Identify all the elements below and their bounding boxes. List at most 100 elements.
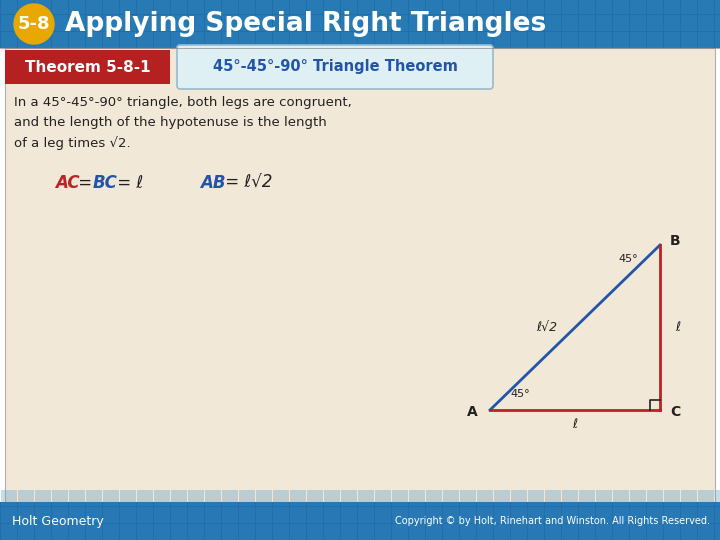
FancyBboxPatch shape [426, 31, 441, 48]
FancyBboxPatch shape [578, 0, 595, 14]
FancyBboxPatch shape [459, 0, 475, 14]
FancyBboxPatch shape [698, 31, 714, 48]
FancyBboxPatch shape [714, 0, 720, 14]
FancyBboxPatch shape [272, 523, 289, 539]
FancyBboxPatch shape [392, 507, 408, 523]
FancyBboxPatch shape [562, 0, 577, 14]
FancyBboxPatch shape [222, 523, 238, 539]
FancyBboxPatch shape [629, 489, 646, 505]
FancyBboxPatch shape [102, 0, 119, 14]
FancyBboxPatch shape [528, 507, 544, 523]
FancyBboxPatch shape [256, 489, 271, 505]
FancyBboxPatch shape [714, 507, 720, 523]
FancyBboxPatch shape [459, 489, 475, 505]
Text: Holt Geometry: Holt Geometry [12, 515, 104, 528]
FancyBboxPatch shape [341, 507, 356, 523]
FancyBboxPatch shape [629, 31, 646, 48]
FancyBboxPatch shape [477, 489, 492, 505]
FancyBboxPatch shape [204, 489, 220, 505]
FancyBboxPatch shape [86, 31, 102, 48]
FancyBboxPatch shape [374, 489, 390, 505]
FancyBboxPatch shape [544, 0, 560, 14]
FancyBboxPatch shape [341, 31, 356, 48]
FancyBboxPatch shape [120, 507, 135, 523]
FancyBboxPatch shape [714, 15, 720, 30]
FancyBboxPatch shape [153, 15, 169, 30]
FancyBboxPatch shape [374, 31, 390, 48]
Text: C: C [670, 405, 680, 419]
FancyBboxPatch shape [17, 507, 34, 523]
FancyBboxPatch shape [256, 31, 271, 48]
FancyBboxPatch shape [392, 489, 408, 505]
FancyBboxPatch shape [647, 0, 662, 14]
Text: 45°: 45° [618, 254, 638, 264]
FancyBboxPatch shape [323, 31, 340, 48]
FancyBboxPatch shape [358, 31, 374, 48]
FancyBboxPatch shape [171, 31, 186, 48]
FancyBboxPatch shape [477, 507, 492, 523]
FancyBboxPatch shape [307, 15, 323, 30]
Text: BC: BC [93, 174, 118, 192]
FancyBboxPatch shape [272, 0, 289, 14]
FancyBboxPatch shape [17, 0, 34, 14]
FancyBboxPatch shape [647, 31, 662, 48]
FancyBboxPatch shape [177, 45, 493, 89]
FancyBboxPatch shape [341, 523, 356, 539]
FancyBboxPatch shape [664, 507, 680, 523]
FancyBboxPatch shape [222, 31, 238, 48]
FancyBboxPatch shape [459, 15, 475, 30]
FancyBboxPatch shape [5, 48, 715, 502]
Text: ℓ√2: ℓ√2 [536, 321, 557, 334]
FancyBboxPatch shape [698, 523, 714, 539]
FancyBboxPatch shape [578, 31, 595, 48]
FancyBboxPatch shape [680, 523, 696, 539]
FancyBboxPatch shape [272, 15, 289, 30]
FancyBboxPatch shape [426, 15, 441, 30]
FancyBboxPatch shape [289, 507, 305, 523]
Text: In a 45°-45°-90° triangle, both legs are congruent,: In a 45°-45°-90° triangle, both legs are… [14, 96, 352, 109]
FancyBboxPatch shape [510, 31, 526, 48]
FancyBboxPatch shape [17, 523, 34, 539]
FancyBboxPatch shape [171, 507, 186, 523]
FancyBboxPatch shape [392, 0, 408, 14]
FancyBboxPatch shape [578, 507, 595, 523]
FancyBboxPatch shape [204, 15, 220, 30]
FancyBboxPatch shape [1, 523, 17, 539]
FancyBboxPatch shape [544, 523, 560, 539]
FancyBboxPatch shape [680, 15, 696, 30]
FancyBboxPatch shape [86, 507, 102, 523]
FancyBboxPatch shape [613, 523, 629, 539]
FancyBboxPatch shape [562, 489, 577, 505]
FancyBboxPatch shape [714, 523, 720, 539]
FancyBboxPatch shape [647, 523, 662, 539]
FancyBboxPatch shape [102, 523, 119, 539]
FancyBboxPatch shape [187, 15, 204, 30]
FancyBboxPatch shape [578, 15, 595, 30]
FancyBboxPatch shape [222, 15, 238, 30]
FancyBboxPatch shape [1, 31, 17, 48]
FancyBboxPatch shape [443, 15, 459, 30]
FancyBboxPatch shape [493, 489, 510, 505]
FancyBboxPatch shape [307, 489, 323, 505]
FancyBboxPatch shape [289, 523, 305, 539]
Text: AB: AB [200, 174, 225, 192]
FancyBboxPatch shape [35, 15, 50, 30]
FancyBboxPatch shape [493, 31, 510, 48]
FancyBboxPatch shape [664, 489, 680, 505]
FancyBboxPatch shape [137, 15, 153, 30]
FancyBboxPatch shape [544, 15, 560, 30]
FancyBboxPatch shape [698, 507, 714, 523]
FancyBboxPatch shape [35, 507, 50, 523]
FancyBboxPatch shape [256, 0, 271, 14]
FancyBboxPatch shape [528, 0, 544, 14]
Text: and the length of the hypotenuse is the length: and the length of the hypotenuse is the … [14, 116, 327, 129]
FancyBboxPatch shape [204, 31, 220, 48]
FancyBboxPatch shape [68, 15, 84, 30]
FancyBboxPatch shape [238, 31, 254, 48]
FancyBboxPatch shape [52, 523, 68, 539]
FancyBboxPatch shape [493, 0, 510, 14]
FancyBboxPatch shape [120, 31, 135, 48]
FancyBboxPatch shape [256, 507, 271, 523]
FancyBboxPatch shape [256, 15, 271, 30]
Text: A: A [467, 405, 478, 419]
